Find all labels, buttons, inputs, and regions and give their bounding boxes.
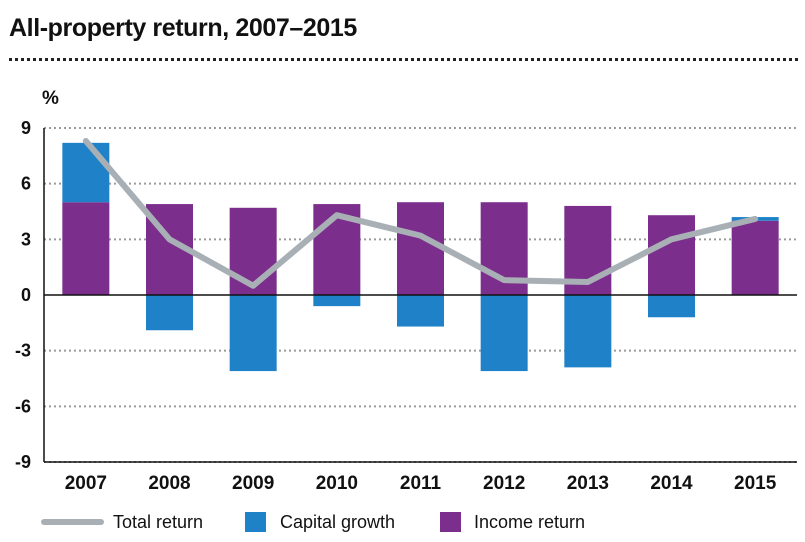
bar-income-2011 [397,202,444,295]
y-unit-label: % [42,88,59,109]
x-tick-label-2007: 2007 [65,473,107,494]
total-return-line-layer [82,137,759,289]
bar-income-2015 [731,220,779,295]
legend-swatch-income-return [440,512,461,532]
x-tick-label-2011: 2011 [400,473,442,494]
total-return-line [82,137,759,289]
bar-income-2007 [62,202,110,295]
legend-label-capital-growth: Capital growth [280,512,395,532]
chart-title: All-property return, 2007–2015 [9,14,357,42]
y-tick-label: -6 [15,396,31,416]
x-tick-label-2009: 2009 [232,473,274,494]
legend-label-income-return: Income return [474,512,585,532]
bar-capital-2007 [62,142,110,203]
bar-capital-2008 [146,295,193,331]
y-tick-label: -9 [15,452,31,472]
bar-capital-2009 [229,295,277,372]
bar-capital-2011 [397,295,444,327]
bar-income-2014 [648,215,695,295]
legend-label-total-return: Total return [113,512,203,532]
axes [43,128,797,463]
y-tick-label: 6 [21,174,31,194]
axis-labels: 9 6 3 0 -3 -6 -9% 2007 2008 2009 2010 2011 2012 2013 2… [15,88,777,494]
x-tick-label-2015: 2015 [734,473,777,494]
bar-capital-2013 [564,295,612,368]
bars [62,142,779,372]
y-tick-label: 9 [21,118,31,138]
bar-capital-2010 [313,295,361,307]
bar-capital-2014 [648,295,695,318]
y-tick-label: 0 [21,285,31,305]
y-tick-label: -3 [15,341,31,361]
x-tick-label-2008: 2008 [148,473,190,494]
x-tick-label-2014: 2014 [650,473,693,494]
y-tick-label: 3 [21,229,31,249]
title-divider [9,58,798,61]
x-tick-label-2010: 2010 [316,473,358,494]
bar-capital-2012 [480,295,528,372]
legend: Total return Capital growth Income return [41,512,585,532]
x-tick-label-2012: 2012 [483,473,525,494]
x-tick-label-2013: 2013 [567,473,609,494]
legend-swatch-capital-growth [245,512,266,532]
